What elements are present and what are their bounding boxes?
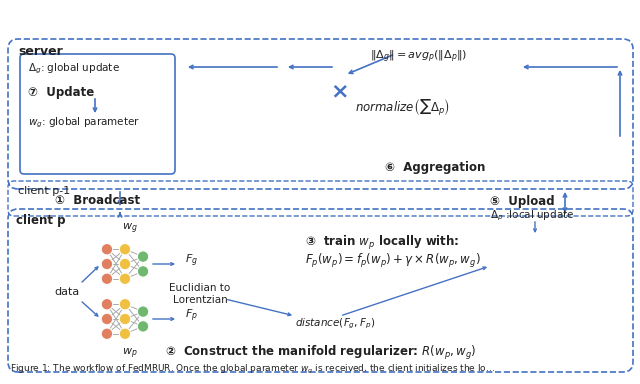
Circle shape — [101, 258, 113, 270]
Circle shape — [138, 251, 148, 262]
Circle shape — [101, 328, 113, 339]
Circle shape — [101, 243, 113, 255]
Text: server: server — [18, 45, 63, 58]
Circle shape — [119, 313, 131, 325]
Text: $\Delta_g$: global update: $\Delta_g$: global update — [28, 62, 120, 76]
Text: Figure 1: The workflow of FedMRUR. Once the global parameter $w_g$ is received, : Figure 1: The workflow of FedMRUR. Once … — [10, 363, 495, 376]
Text: client p-1: client p-1 — [18, 186, 70, 196]
Text: $F_p$: $F_p$ — [185, 308, 198, 324]
Text: Euclidian to
Lorentzian: Euclidian to Lorentzian — [170, 283, 230, 305]
Circle shape — [138, 306, 148, 317]
Text: $F_g$: $F_g$ — [185, 253, 198, 269]
Text: ③  train $w_p$ locally with:: ③ train $w_p$ locally with: — [305, 234, 460, 252]
Text: ①  Broadcast: ① Broadcast — [55, 195, 140, 207]
Text: $F_p(w_p) = f_p(w_p) + \gamma \times R(w_p, w_g)$: $F_p(w_p) = f_p(w_p) + \gamma \times R(w… — [305, 252, 481, 270]
Circle shape — [119, 328, 131, 339]
Text: $w_p$: $w_p$ — [122, 347, 138, 361]
Text: $w_g$: global parameter: $w_g$: global parameter — [28, 116, 140, 131]
Text: $w_g$: $w_g$ — [122, 222, 138, 236]
Circle shape — [138, 321, 148, 332]
Text: $\|\Delta_g\| = avg_p(\|\Delta_p\|)$: $\|\Delta_g\| = avg_p(\|\Delta_p\|)$ — [370, 49, 467, 65]
Circle shape — [101, 313, 113, 325]
Text: ⑦  Update: ⑦ Update — [28, 86, 94, 99]
Circle shape — [101, 273, 113, 285]
Circle shape — [119, 258, 131, 270]
Text: data: data — [54, 287, 79, 297]
Text: ×: × — [331, 81, 349, 101]
Circle shape — [119, 243, 131, 255]
Text: ②  Construct the manifold regularizer: $R(w_p, w_g)$: ② Construct the manifold regularizer: $R… — [165, 344, 476, 362]
Text: $distance(F_g, F_p)$: $distance(F_g, F_p)$ — [295, 317, 375, 331]
Text: ......: ...... — [83, 192, 105, 202]
Text: $normalize\left(\sum \Delta_p\right)$: $normalize\left(\sum \Delta_p\right)$ — [355, 97, 450, 118]
Circle shape — [138, 266, 148, 277]
Circle shape — [101, 298, 113, 310]
Text: $\Delta_p$ :local update: $\Delta_p$ :local update — [490, 209, 575, 223]
Text: ⑤  Upload: ⑤ Upload — [490, 195, 555, 207]
Text: ⑥  Aggregation: ⑥ Aggregation — [385, 161, 485, 174]
Circle shape — [119, 273, 131, 285]
Circle shape — [119, 298, 131, 310]
Text: client p: client p — [16, 214, 65, 227]
